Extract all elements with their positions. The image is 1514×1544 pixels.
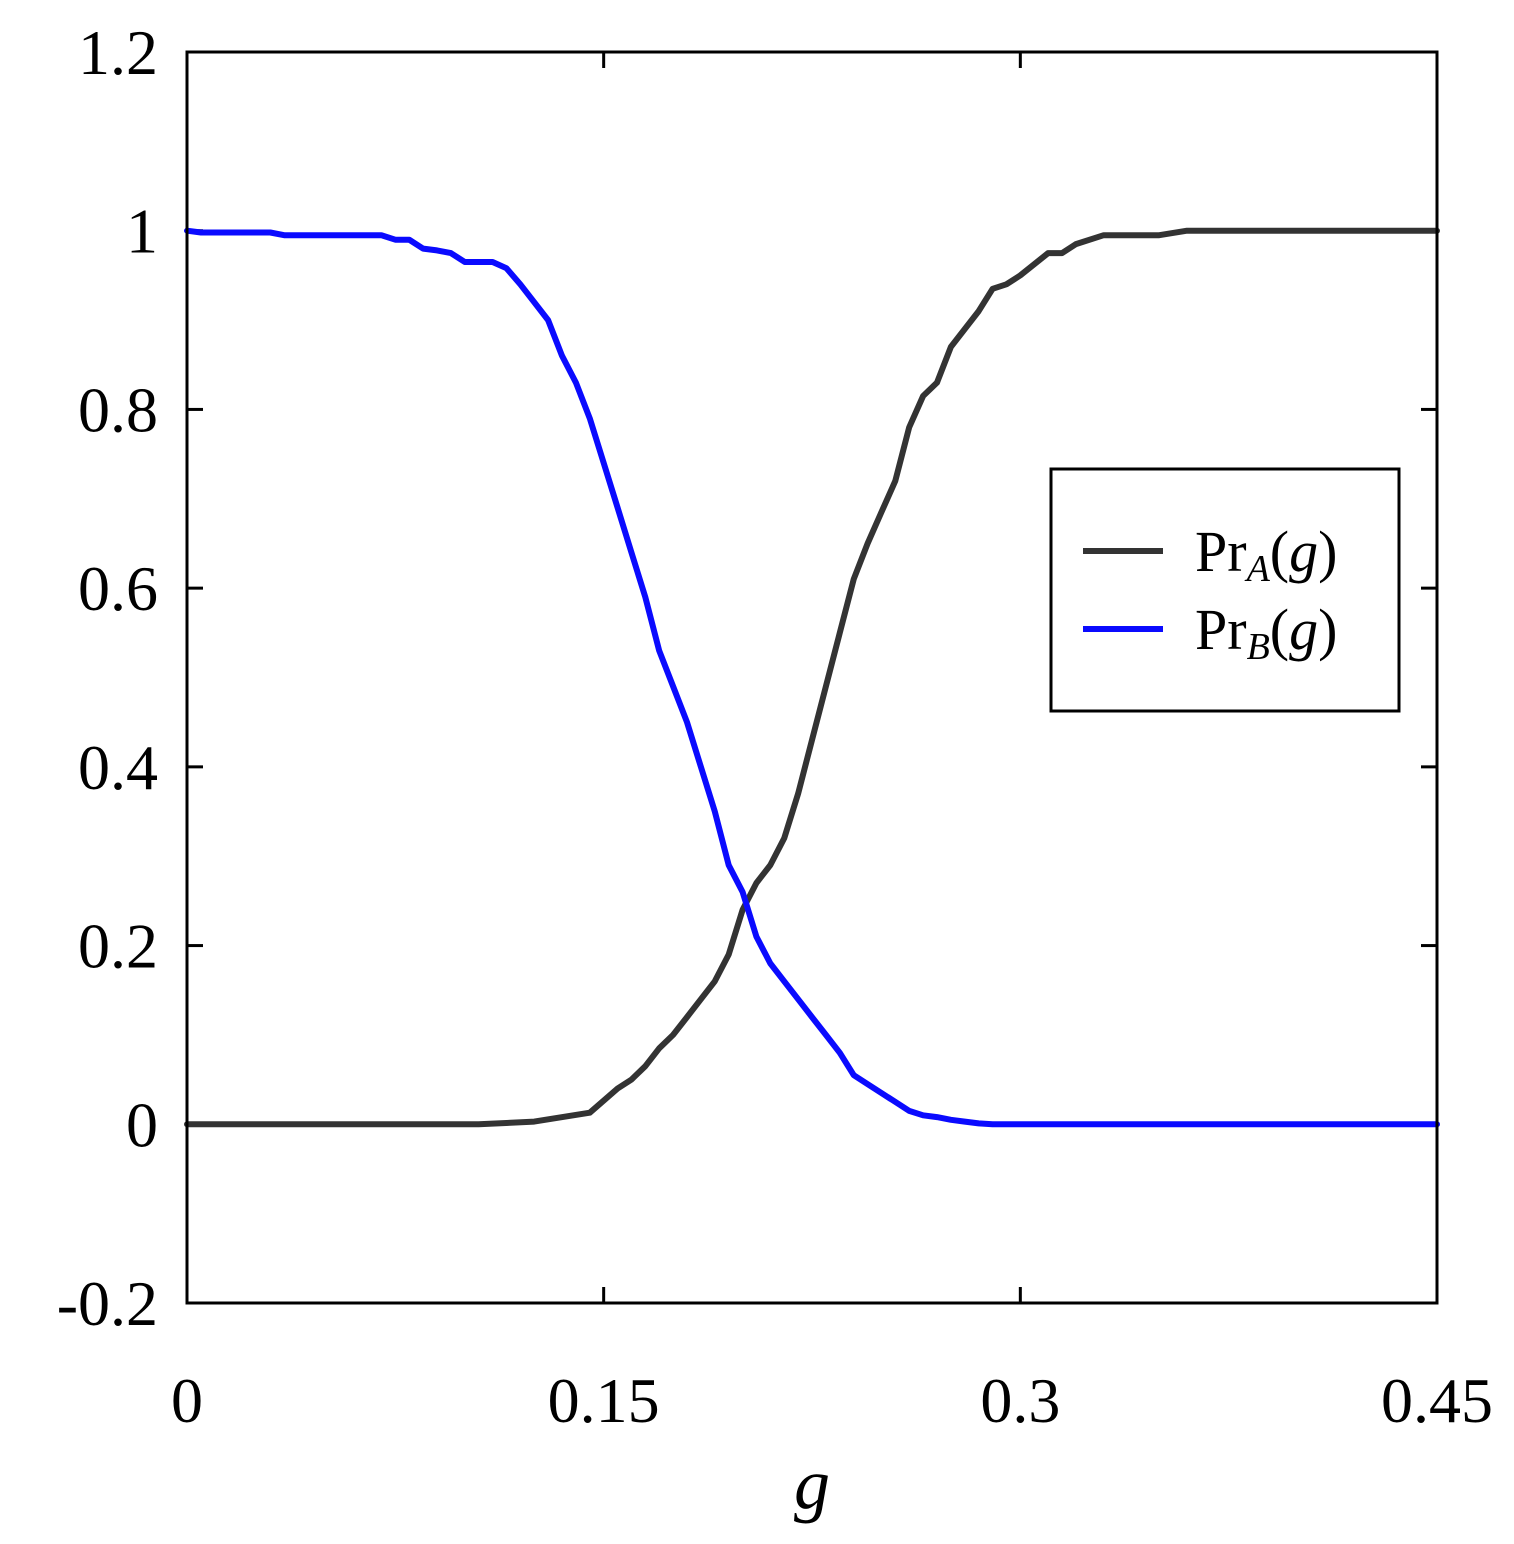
legend-entry-a: PrA(g) (1083, 519, 1337, 590)
legend-label-open: ( (1270, 519, 1289, 584)
x-tick-labels: 0 0.15 0.3 0.45 (171, 1365, 1493, 1436)
plot-frame (185, 50, 1439, 1305)
x-tick-label: 0 (171, 1365, 203, 1436)
legend-label-close: ) (1318, 597, 1337, 662)
legend-label-sub: A (1244, 548, 1271, 590)
y-tick-label: 0.6 (78, 553, 158, 624)
y-tick-label: -0.2 (57, 1268, 158, 1339)
y-tick-label: 1 (126, 196, 158, 267)
x-tick-label: 0.45 (1381, 1365, 1493, 1436)
legend-label-sub: B (1247, 626, 1270, 668)
legend-label-base: Pr (1195, 597, 1247, 662)
legend-label-base: Pr (1195, 519, 1247, 584)
y-tick-label: 1.2 (78, 17, 158, 88)
y-tick-label: 0.8 (78, 374, 158, 445)
y-tick-label: 0.2 (78, 911, 158, 982)
legend: PrA(g)PrB(g) (1049, 467, 1401, 713)
x-tick-label: 0.15 (548, 1365, 660, 1436)
x-tick-label: 0.3 (980, 1365, 1060, 1436)
legend-label-close: ) (1318, 519, 1337, 584)
series-line-b (184, 227, 1440, 1128)
legend-label-open: ( (1270, 597, 1289, 662)
y-tick-label: 0 (126, 1089, 158, 1160)
y-tick-label: 0.4 (78, 732, 158, 803)
y-tick-labels: -0.2 0 0.2 0.4 0.6 0.8 1 1.2 (57, 17, 158, 1339)
legend-box (1049, 467, 1401, 713)
legend-label-arg: g (1289, 519, 1318, 584)
legend-label-arg: g (1289, 597, 1318, 662)
legend-label: PrA(g) (1195, 519, 1337, 590)
series-line-a (184, 227, 1440, 1128)
x-axis-label: g (794, 1444, 830, 1524)
legend-entry-b: PrB(g) (1083, 597, 1337, 668)
legend-label: PrB(g) (1195, 597, 1337, 668)
series-lines (184, 227, 1440, 1128)
